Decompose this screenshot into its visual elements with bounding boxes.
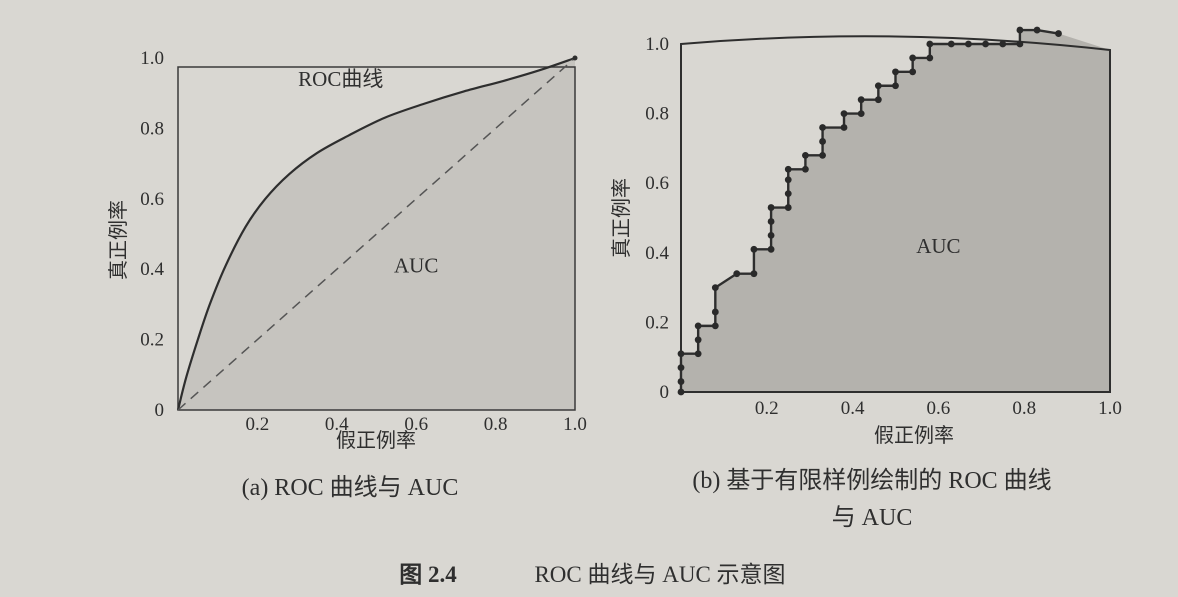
roc-point-marker bbox=[857, 96, 865, 104]
y-ticks-b: 0 0.2 0.4 0.6 0.8 1.0 bbox=[645, 34, 669, 403]
annotations-a: ROC曲线 AUC bbox=[298, 67, 438, 278]
x-tick-label: 0.4 bbox=[325, 414, 349, 435]
roc-point-marker bbox=[1016, 40, 1024, 48]
annotations-b: AUC bbox=[916, 234, 960, 258]
y-tick-label: 0.2 bbox=[140, 330, 164, 351]
roc-point-marker bbox=[965, 40, 972, 48]
series-group-b bbox=[677, 26, 1062, 396]
roc-point-marker bbox=[1033, 26, 1041, 34]
panel-a-caption: (a) ROC 曲线与 AUC bbox=[242, 474, 459, 501]
roc-point-marker bbox=[711, 284, 719, 291]
roc-point-marker bbox=[926, 54, 934, 62]
x-tick-label: 0.4 bbox=[841, 398, 865, 419]
y-tick-label: 1.0 bbox=[645, 34, 669, 55]
annotation-label: AUC bbox=[916, 234, 960, 258]
panel-b-roc-chart: 0.2 0.4 0.6 0.8 1.0 0 0.2 0.4 0.6 0.8 1.0 AUC 假正例… bbox=[610, 26, 1122, 531]
roc-point-marker bbox=[1016, 26, 1024, 34]
x-tick-label: 0.8 bbox=[484, 414, 508, 435]
annotation-label: ROC曲线 bbox=[298, 67, 383, 91]
y-tick-label: 1.0 bbox=[140, 48, 164, 69]
roc-point-marker bbox=[784, 190, 792, 198]
y-tick-label: 0.8 bbox=[645, 104, 669, 125]
roc-point-marker bbox=[819, 151, 826, 159]
y-axis-label-b: 真正例率 bbox=[610, 178, 633, 258]
roc-point-marker bbox=[909, 54, 917, 62]
x-tick-label: 0.2 bbox=[755, 398, 779, 419]
roc-point-marker bbox=[1055, 30, 1062, 37]
y-tick-label: 0 bbox=[660, 382, 670, 403]
y-tick-label: 0.8 bbox=[140, 118, 164, 139]
y-axis-label-a: 真正例率 bbox=[107, 200, 130, 280]
roc-point-marker bbox=[677, 388, 685, 396]
y-tick-label: 0.6 bbox=[645, 173, 669, 194]
roc-point-marker bbox=[874, 96, 882, 104]
y-tick-label: 0 bbox=[155, 400, 165, 421]
roc-point-marker bbox=[677, 364, 685, 372]
y-tick-label: 0.2 bbox=[645, 312, 669, 333]
roc-point-marker bbox=[784, 165, 792, 173]
roc-point-marker bbox=[784, 204, 792, 211]
x-tick-label: 1.0 bbox=[1098, 398, 1122, 419]
series-group-a bbox=[176, 55, 578, 411]
roc-step-curve-b bbox=[679, 28, 1059, 392]
roc-point-marker bbox=[874, 82, 882, 90]
roc-point-marker bbox=[694, 336, 702, 344]
y-tick-label: 0.4 bbox=[140, 259, 164, 280]
x-tick-label: 1.0 bbox=[563, 414, 587, 435]
roc-point-marker bbox=[784, 176, 792, 184]
annotation-label: AUC bbox=[394, 254, 438, 278]
roc-point-marker bbox=[802, 165, 809, 173]
y-tick-label: 0.6 bbox=[140, 189, 164, 210]
figure-caption: ROC 曲线与 AUC 示意图 bbox=[534, 562, 785, 587]
x-tick-label: 0.8 bbox=[1012, 398, 1036, 419]
endpoint-marker-a bbox=[572, 55, 578, 61]
roc-point-marker bbox=[819, 124, 826, 131]
panel-b-caption-line-1: (b) 基于有限样例绘制的 ROC 曲线 bbox=[692, 467, 1051, 494]
roc-point-marker bbox=[750, 270, 758, 278]
x-tick-label: 0.2 bbox=[246, 414, 270, 435]
panel-b-caption-line-2: 与 AUC bbox=[832, 505, 913, 531]
roc-point-marker bbox=[677, 378, 685, 385]
roc-point-marker bbox=[750, 245, 758, 253]
roc-point-marker bbox=[947, 40, 955, 48]
panel-a-roc-chart: 0.2 0.4 0.6 0.8 1.0 0 0.2 0.4 0.6 0.8 1.0 ROC曲线 AU… bbox=[107, 48, 587, 501]
plot-frame-b bbox=[680, 35, 1111, 393]
y-tick-label: 0.4 bbox=[645, 243, 669, 264]
roc-point-marker bbox=[802, 151, 809, 159]
roc-point-marker bbox=[767, 204, 775, 211]
roc-point-marker bbox=[892, 82, 899, 90]
roc-point-marker bbox=[909, 68, 917, 76]
x-ticks-b: 0.2 0.4 0.6 0.8 1.0 bbox=[755, 398, 1122, 419]
x-tick-label: 0.6 bbox=[404, 414, 428, 435]
roc-point-marker bbox=[892, 68, 899, 76]
roc-point-marker bbox=[694, 322, 702, 330]
roc-point-marker bbox=[711, 308, 719, 316]
roc-point-marker bbox=[982, 40, 989, 48]
roc-point-marker bbox=[926, 40, 934, 48]
plot-frame-a bbox=[177, 66, 576, 411]
x-axis-label-a: 假正例率 bbox=[336, 429, 416, 452]
x-ticks-a: 0.2 0.4 0.6 0.8 1.0 bbox=[246, 414, 587, 435]
roc-point-marker bbox=[857, 110, 865, 117]
roc-point-marker bbox=[819, 138, 826, 145]
roc-point-marker bbox=[694, 350, 702, 358]
roc-point-marker bbox=[767, 232, 775, 239]
roc-point-marker bbox=[840, 124, 848, 131]
roc-point-marker bbox=[711, 322, 719, 330]
x-tick-label: 0.6 bbox=[927, 398, 951, 419]
figure-number: 图 2.4 bbox=[399, 562, 457, 587]
roc-curve-a bbox=[176, 56, 576, 411]
roc-point-marker bbox=[840, 110, 848, 117]
auc-area-b bbox=[681, 30, 1110, 393]
roc-point-marker bbox=[677, 350, 685, 358]
roc-point-marker bbox=[999, 40, 1007, 48]
roc-point-marker bbox=[767, 218, 775, 225]
random-guess-diagonal-a bbox=[177, 57, 576, 411]
x-axis-label-b: 假正例率 bbox=[874, 424, 954, 447]
roc-point-marker bbox=[767, 245, 775, 253]
y-ticks-a: 0 0.2 0.4 0.6 0.8 1.0 bbox=[140, 48, 164, 421]
roc-point-marker bbox=[733, 270, 741, 278]
